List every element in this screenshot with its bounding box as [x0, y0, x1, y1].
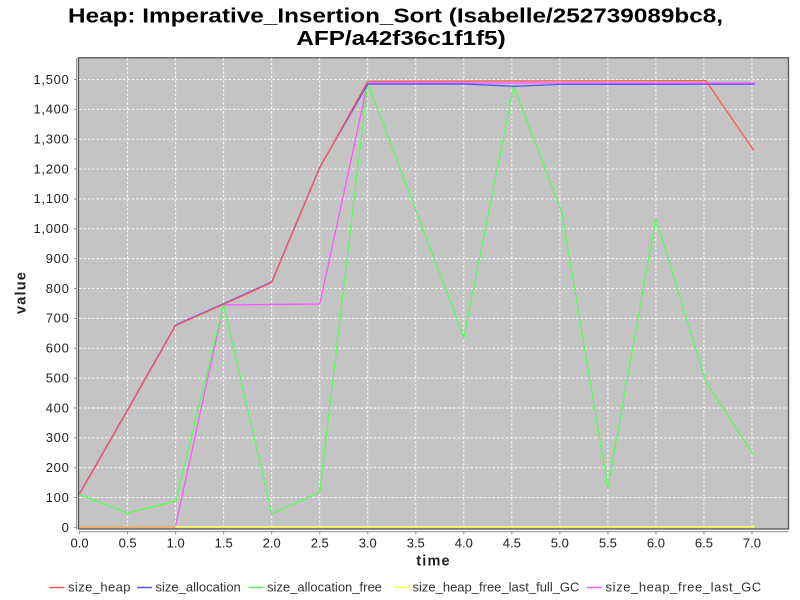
svg-text:size_allocation: size_allocation [156, 580, 241, 595]
svg-text:1,200: 1,200 [33, 161, 69, 176]
svg-text:5.0: 5.0 [551, 536, 569, 551]
svg-text:AFP/a42f36c1f1f5): AFP/a42f36c1f1f5) [296, 27, 505, 49]
svg-text:800: 800 [46, 281, 70, 296]
svg-text:2.5: 2.5 [311, 536, 329, 551]
svg-text:300: 300 [46, 430, 70, 445]
svg-text:100: 100 [46, 490, 70, 505]
svg-text:1,500: 1,500 [33, 72, 69, 87]
svg-text:size_heap_free_last_GC: size_heap_free_last_GC [606, 580, 762, 595]
svg-text:200: 200 [46, 460, 70, 475]
svg-text:4.5: 4.5 [503, 536, 521, 551]
svg-text:6.0: 6.0 [647, 536, 665, 551]
svg-text:size_allocation_free: size_allocation_free [267, 580, 382, 595]
svg-text:5.5: 5.5 [599, 536, 617, 551]
svg-text:900: 900 [46, 251, 70, 266]
svg-text:3.5: 3.5 [407, 536, 425, 551]
svg-text:1.5: 1.5 [215, 536, 233, 551]
svg-text:size_heap: size_heap [68, 580, 131, 595]
svg-text:value: value [14, 271, 30, 314]
svg-text:4.0: 4.0 [455, 536, 473, 551]
svg-text:1,400: 1,400 [33, 102, 69, 117]
svg-text:Heap: Imperative_Insertion_Sor: Heap: Imperative_Insertion_Sort (Isabell… [68, 5, 723, 27]
svg-text:6.5: 6.5 [695, 536, 713, 551]
svg-text:size_heap_free_last_full_GC: size_heap_free_last_full_GC [413, 580, 580, 595]
svg-text:400: 400 [46, 400, 70, 415]
svg-text:7.0: 7.0 [743, 536, 761, 551]
svg-text:1.0: 1.0 [167, 536, 185, 551]
svg-text:0.0: 0.0 [71, 536, 89, 551]
svg-text:3.0: 3.0 [359, 536, 377, 551]
svg-text:500: 500 [46, 370, 70, 385]
svg-text:1,100: 1,100 [33, 191, 69, 206]
svg-text:600: 600 [46, 341, 70, 356]
svg-text:1,000: 1,000 [33, 221, 69, 236]
svg-text:700: 700 [46, 311, 70, 326]
svg-text:0.5: 0.5 [119, 536, 137, 551]
svg-text:time: time [416, 554, 451, 570]
svg-text:1,300: 1,300 [33, 132, 69, 147]
svg-text:2.0: 2.0 [263, 536, 281, 551]
svg-text:0: 0 [62, 520, 70, 535]
